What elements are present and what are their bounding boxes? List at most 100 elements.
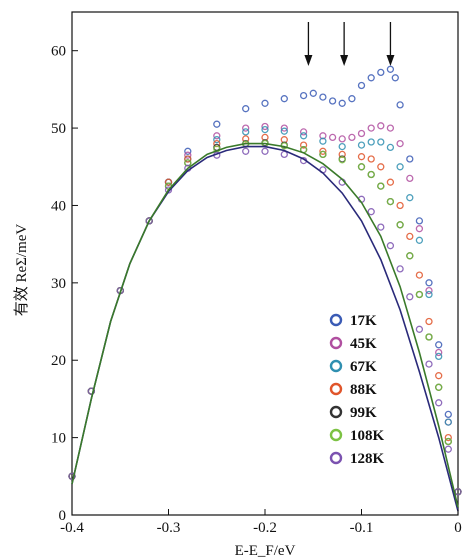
axes: -0.4 -0.3 -0.2 -0.1 0 0 10 20 30 40 50 60 bbox=[51, 44, 462, 536]
data-point-67K-19 bbox=[415, 236, 424, 244]
data-point-45K-21 bbox=[415, 225, 424, 233]
data-point-17K-6 bbox=[213, 120, 221, 128]
data-point-108K-11 bbox=[319, 150, 327, 159]
data-point-67K-15 bbox=[377, 138, 385, 146]
data-point-108K-22 bbox=[444, 437, 452, 446]
data-point-17K-22 bbox=[406, 155, 414, 163]
y-tick-label-4: 40 bbox=[51, 198, 66, 214]
data-point-17K-13 bbox=[328, 97, 337, 105]
y-tick-label-5: 50 bbox=[51, 121, 66, 137]
legend-marker-88K bbox=[329, 382, 343, 396]
data-point-88K-5 bbox=[184, 155, 192, 163]
data-point-88K-18 bbox=[406, 232, 414, 241]
data-point-128K-1 bbox=[87, 387, 95, 395]
data-point-45K-7 bbox=[242, 124, 250, 132]
data-point-45K-15 bbox=[357, 129, 366, 138]
data-marks bbox=[68, 65, 462, 496]
data-point-128K-15 bbox=[377, 223, 385, 231]
y-tick-label-1: 10 bbox=[51, 431, 66, 447]
data-point-45K-22 bbox=[425, 286, 433, 295]
fit-curve-1 bbox=[71, 142, 459, 508]
data-point-88K-21 bbox=[435, 372, 443, 380]
data-point-108K-18 bbox=[406, 252, 414, 260]
data-point-88K-13 bbox=[357, 153, 366, 161]
fit-curves bbox=[71, 142, 459, 512]
legend-marker-108K bbox=[329, 428, 343, 442]
data-point-128K-16 bbox=[386, 242, 395, 250]
data-point-88K-10 bbox=[299, 141, 308, 149]
legend-marker-99K bbox=[329, 405, 343, 419]
data-point-128K-3 bbox=[145, 217, 153, 225]
data-point-17K-24 bbox=[425, 279, 433, 287]
data-point-45K-10 bbox=[299, 128, 308, 136]
data-point-108K-20 bbox=[425, 333, 433, 341]
y-tick-label-6: 60 bbox=[51, 44, 66, 60]
data-point-17K-23 bbox=[415, 217, 424, 225]
arrow-head-0 bbox=[304, 55, 313, 66]
data-point-17K-10 bbox=[299, 91, 308, 100]
y-axis-title: 有效 ReΣ/meV bbox=[13, 224, 30, 317]
data-point-67K-17 bbox=[396, 163, 404, 171]
x-tick-label-2: -0.2 bbox=[253, 520, 277, 536]
legend-label-128K: 128K bbox=[350, 451, 385, 467]
data-point-88K-20 bbox=[425, 317, 433, 326]
data-point-45K-19 bbox=[396, 139, 404, 148]
data-point-45K-14 bbox=[348, 133, 356, 142]
x-axis-title: E-E_F/eV bbox=[235, 543, 296, 559]
data-point-128K-19 bbox=[415, 325, 424, 333]
legend-label-88K: 88K bbox=[350, 382, 377, 398]
data-point-128K-18 bbox=[406, 293, 414, 301]
data-point-128K-7 bbox=[242, 147, 250, 155]
data-point-128K-17 bbox=[396, 265, 404, 273]
data-point-108K-17 bbox=[396, 221, 404, 229]
data-point-67K-18 bbox=[406, 194, 414, 202]
data-point-17K-21 bbox=[396, 101, 404, 109]
arrow-head-2 bbox=[386, 55, 395, 66]
data-point-67K-8 bbox=[261, 125, 269, 134]
data-point-88K-11 bbox=[319, 147, 327, 155]
data-point-108K-21 bbox=[435, 383, 443, 391]
data-point-108K-12 bbox=[338, 156, 346, 164]
data-point-128K-22 bbox=[444, 445, 452, 453]
data-point-17K-26 bbox=[444, 410, 452, 419]
data-point-128K-4 bbox=[164, 186, 173, 194]
legend-label-108K: 108K bbox=[350, 428, 385, 444]
data-point-67K-22 bbox=[444, 418, 452, 426]
data-point-128K-8 bbox=[261, 147, 269, 155]
data-point-17K-16 bbox=[357, 81, 366, 90]
data-point-67K-11 bbox=[319, 137, 327, 145]
x-tick-label-0: -0.4 bbox=[60, 520, 84, 536]
data-point-67K-12 bbox=[338, 142, 346, 151]
peak-arrows bbox=[304, 22, 395, 66]
data-point-88K-22 bbox=[444, 433, 452, 442]
data-point-108K-14 bbox=[367, 170, 375, 179]
data-point-67K-9 bbox=[280, 127, 288, 135]
legend-marker-128K bbox=[329, 451, 343, 465]
data-point-108K-19 bbox=[415, 290, 424, 299]
data-point-67K-6 bbox=[213, 136, 221, 144]
legend-marker-17K bbox=[329, 313, 343, 327]
data-point-88K-15 bbox=[377, 163, 385, 171]
data-point-67K-16 bbox=[386, 143, 395, 152]
data-point-45K-23 bbox=[435, 348, 443, 357]
data-point-128K-9 bbox=[280, 150, 288, 159]
data-point-45K-8 bbox=[261, 122, 269, 131]
data-point-17K-12 bbox=[319, 93, 327, 101]
data-point-67K-7 bbox=[242, 128, 250, 136]
x-tick-label-1: -0.3 bbox=[157, 520, 181, 536]
y-tick-label-2: 20 bbox=[51, 353, 66, 369]
data-point-17K-7 bbox=[242, 105, 250, 113]
legend-label-45K: 45K bbox=[350, 336, 377, 352]
y-tick-label-0: 0 bbox=[59, 508, 67, 524]
data-point-17K-20 bbox=[391, 74, 399, 82]
data-point-45K-5 bbox=[184, 151, 192, 159]
data-point-88K-16 bbox=[386, 178, 395, 186]
data-point-88K-19 bbox=[415, 271, 424, 279]
data-point-88K-14 bbox=[367, 155, 375, 163]
data-point-128K-14 bbox=[367, 208, 375, 216]
data-point-17K-9 bbox=[280, 95, 288, 103]
data-point-45K-12 bbox=[328, 133, 337, 142]
data-point-17K-18 bbox=[377, 68, 385, 77]
data-point-17K-15 bbox=[348, 95, 356, 103]
